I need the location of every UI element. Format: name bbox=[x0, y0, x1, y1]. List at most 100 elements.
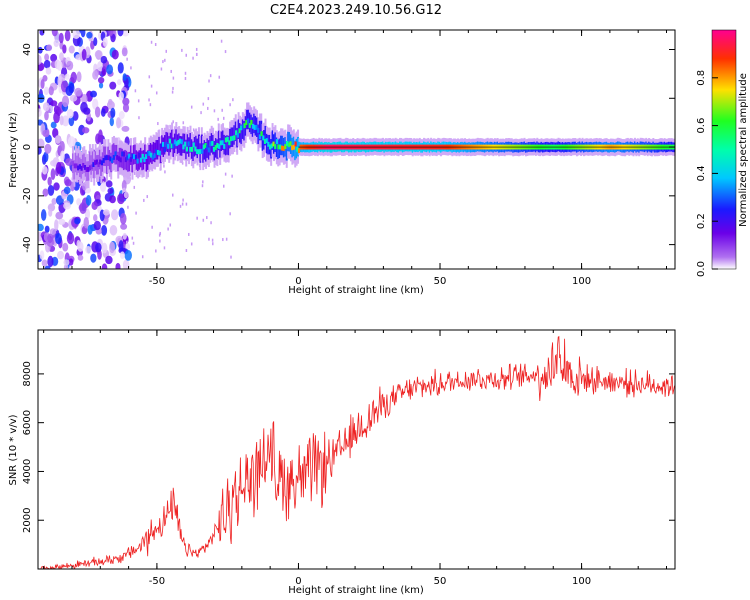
ridge-band bbox=[205, 142, 208, 162]
ridge-band bbox=[271, 130, 274, 150]
ridge-band bbox=[74, 152, 77, 173]
noise-cell bbox=[61, 95, 70, 108]
ridge-band bbox=[122, 150, 125, 171]
noise-cell bbox=[64, 73, 70, 80]
snr-y-label: SNR (10 * v/v) bbox=[8, 414, 19, 485]
noise-cell bbox=[64, 30, 71, 42]
heatmap-cells bbox=[38, 30, 675, 269]
noise-cell bbox=[94, 50, 103, 59]
ridge-core bbox=[151, 154, 155, 160]
ridge-band bbox=[298, 141, 301, 152]
ridge-band bbox=[105, 154, 108, 174]
noise-cell bbox=[162, 60, 164, 64]
ridge-core bbox=[275, 139, 279, 144]
noise-cell bbox=[160, 67, 163, 71]
snr-y-ticks: 2000 4000 6000 8000 bbox=[22, 361, 675, 533]
ridge-band bbox=[275, 137, 278, 157]
spectrogram-x-tick-label: 100 bbox=[572, 276, 591, 287]
ridge-core bbox=[85, 167, 88, 172]
ridge-band bbox=[100, 156, 103, 176]
noise-cell bbox=[134, 89, 137, 93]
noise-cell bbox=[222, 238, 224, 242]
ridge-band bbox=[138, 150, 141, 170]
noise-cell bbox=[101, 263, 108, 269]
noise-cell bbox=[81, 48, 87, 61]
ridge-core bbox=[162, 141, 165, 147]
noise-cell bbox=[93, 220, 101, 231]
ridge-core bbox=[155, 149, 158, 155]
noise-cell bbox=[63, 259, 70, 266]
noise-cell bbox=[108, 98, 113, 106]
noise-cell bbox=[100, 55, 108, 64]
ridge-band bbox=[253, 113, 256, 134]
noise-cell bbox=[133, 185, 136, 189]
ridge-band bbox=[88, 151, 91, 171]
ridge-core bbox=[158, 150, 161, 156]
ridge-core bbox=[173, 139, 177, 145]
ridge-core bbox=[279, 144, 282, 150]
ridge-core bbox=[235, 130, 238, 136]
noise-cell bbox=[84, 208, 91, 220]
ridge-band bbox=[163, 135, 166, 155]
ridge-core bbox=[116, 155, 119, 160]
ridge-core bbox=[245, 120, 248, 125]
ridge-core bbox=[202, 144, 205, 150]
noise-cell bbox=[121, 180, 127, 191]
noise-cell bbox=[163, 246, 166, 250]
ridge-core bbox=[291, 145, 294, 151]
ridge-core bbox=[219, 140, 222, 146]
colorbar-tick-label: 0.8 bbox=[696, 70, 707, 86]
noise-cell bbox=[122, 97, 130, 106]
noise-cell bbox=[164, 170, 166, 174]
snr-y-tick-label: 6000 bbox=[22, 410, 33, 435]
ridge-band bbox=[154, 142, 157, 163]
figure-title: C2E4.2023.249.10.56.G12 bbox=[270, 3, 442, 18]
ridge-core bbox=[226, 136, 229, 142]
noise-cell bbox=[98, 82, 104, 89]
ridge-core bbox=[75, 163, 78, 169]
ridge-core bbox=[129, 156, 132, 162]
noise-cell bbox=[121, 125, 130, 132]
noise-cell bbox=[116, 79, 122, 86]
ridge-band bbox=[243, 120, 246, 141]
ridge-core bbox=[122, 151, 126, 157]
noise-cell bbox=[217, 117, 219, 121]
noise-cell bbox=[181, 202, 184, 206]
noise-cell bbox=[105, 180, 113, 188]
ridge-band bbox=[73, 159, 76, 180]
noise-cell bbox=[82, 127, 90, 134]
ridge-core bbox=[175, 141, 178, 147]
ridge-core bbox=[77, 165, 80, 171]
ridge-band bbox=[91, 151, 94, 171]
noise-cell bbox=[44, 53, 50, 61]
noise-cell bbox=[50, 100, 58, 107]
ridge-band bbox=[131, 152, 134, 173]
noise-cell bbox=[108, 30, 114, 37]
ridge-band bbox=[146, 150, 149, 170]
noise-cell bbox=[99, 181, 107, 192]
ridge-core bbox=[182, 144, 185, 150]
noise-cell bbox=[59, 115, 64, 126]
noise-cell bbox=[42, 129, 50, 138]
noise-cell bbox=[43, 151, 49, 163]
noise-cell bbox=[76, 71, 82, 83]
ridge-core bbox=[265, 138, 268, 144]
ridge-band bbox=[241, 119, 244, 139]
noise-cell bbox=[60, 150, 65, 162]
ridge-band bbox=[115, 144, 118, 165]
noise-cell bbox=[93, 214, 98, 222]
colorbar-tick-label: 0.2 bbox=[696, 213, 707, 229]
noise-cell bbox=[150, 84, 153, 88]
ridge-band bbox=[203, 140, 206, 160]
noise-cell bbox=[137, 99, 140, 103]
noise-cell bbox=[64, 179, 72, 187]
spectrogram-x-ticks: -50 0 50 100 bbox=[43, 30, 668, 287]
ridge-core bbox=[204, 142, 207, 148]
noise-cell bbox=[86, 31, 93, 39]
ridge-band bbox=[196, 138, 199, 159]
ridge-core bbox=[78, 164, 81, 170]
ridge-core bbox=[212, 146, 216, 152]
ridge-core bbox=[97, 162, 100, 167]
ridge-core bbox=[121, 151, 124, 157]
ridge-core bbox=[257, 127, 260, 133]
